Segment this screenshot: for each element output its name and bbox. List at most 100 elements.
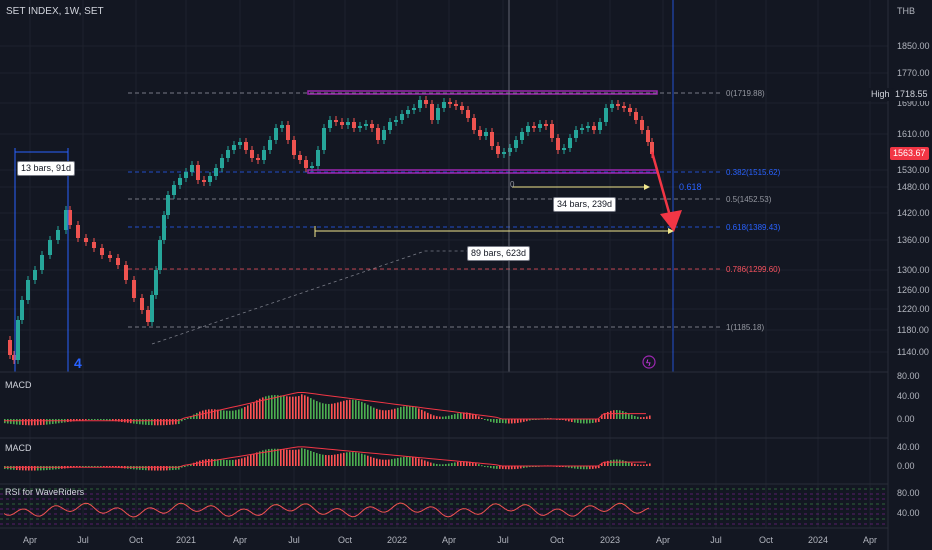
macd-pane-2[interactable] (4, 446, 651, 471)
macd-bar (478, 464, 480, 466)
macd-bar (31, 466, 33, 471)
macd-bar (511, 466, 513, 470)
down-arrow[interactable] (650, 151, 672, 217)
macd-bar (325, 455, 327, 466)
high-value: 1718.55 (892, 88, 931, 101)
macd-bar (592, 466, 594, 469)
bars-34-label: 34 bars, 239d (553, 197, 617, 212)
macd-bar (196, 412, 198, 419)
macd-bar (262, 397, 264, 419)
macd-bar (493, 466, 495, 469)
macd-bar (85, 419, 87, 421)
macd-bar (88, 466, 90, 467)
candle-body (604, 108, 608, 122)
top-range-box[interactable] (307, 90, 658, 95)
macd-bar (586, 466, 588, 470)
macd-bar (166, 419, 168, 426)
macd-bar (427, 461, 429, 466)
macd-bar (445, 464, 447, 466)
candle-body (454, 104, 458, 106)
macd-bar (382, 459, 384, 466)
candle-body (226, 150, 230, 158)
macd-bar (583, 466, 585, 470)
currency-label: THB (897, 6, 915, 16)
fibonacci-retracement[interactable]: 0(1719.88) 0.382(1515.62) 0.5(1452.53) 0.61… (128, 89, 781, 332)
rsi-line (3, 502, 650, 518)
macd-bar (469, 412, 471, 419)
price-tick: 1530.00 (897, 165, 930, 175)
macd-bar (319, 402, 321, 419)
time-tick: Apr (656, 535, 670, 545)
macd-bar (46, 466, 48, 471)
macd-bar (349, 399, 351, 419)
macd-bar (523, 466, 525, 469)
lightning-event-icon[interactable] (642, 355, 656, 369)
candle-body (424, 100, 428, 104)
macd-bar (619, 410, 621, 419)
candle-body (304, 160, 308, 168)
macd-bar (295, 449, 297, 466)
macd-bar (520, 419, 522, 423)
price-tick: 1420.00 (897, 208, 930, 218)
macd-bar (169, 419, 171, 425)
macd-bar (220, 459, 222, 466)
drawings-layer[interactable]: ϟ 4 0 (14, 0, 720, 372)
candle-body (400, 114, 404, 120)
time-tick: 2024 (808, 535, 828, 545)
macd-bar (235, 459, 237, 466)
macd-pane-1[interactable] (4, 391, 651, 426)
time-tick: Apr (233, 535, 247, 545)
macd-bar (340, 401, 342, 419)
macd-bar (349, 452, 351, 466)
macd-bar (364, 454, 366, 466)
macd-bar (475, 463, 477, 466)
macd-bar (409, 406, 411, 419)
macd-bar (97, 466, 99, 467)
candle-body (448, 102, 452, 104)
macd-bar (31, 419, 33, 426)
macd-bar (307, 396, 309, 419)
macd-bar (160, 419, 162, 426)
macd-bar (337, 454, 339, 466)
candle-body (592, 126, 596, 130)
macd-bar (250, 403, 252, 419)
macd-bar (499, 419, 501, 424)
macd-bar (490, 466, 492, 469)
macd-bar (562, 419, 564, 421)
macd-bar (622, 460, 624, 466)
fib-level-label: 1(1185.18) (726, 323, 764, 332)
macd2-title[interactable]: MACD (5, 443, 32, 453)
fib-level-label: 0(1719.88) (726, 89, 765, 98)
candle-body (116, 258, 120, 265)
macd-bar (145, 419, 147, 425)
macd-bar (235, 410, 237, 419)
rsi-title[interactable]: RSI for WaveRiders (5, 487, 85, 497)
macd1-title[interactable]: MACD (5, 380, 32, 390)
time-tick: Jul (497, 535, 509, 545)
candle-body (48, 240, 52, 255)
candle-body (508, 148, 512, 152)
macd-bar (139, 466, 141, 470)
macd-bar (343, 400, 345, 419)
candle-body (598, 122, 602, 130)
macd-bar (280, 395, 282, 419)
macd-bar (361, 453, 363, 466)
macd-bar (256, 452, 258, 466)
candle-body (8, 340, 12, 355)
candle-body (132, 280, 136, 298)
rsi-pane[interactable] (0, 488, 888, 525)
bottom-range-box[interactable] (307, 169, 658, 174)
price-axis[interactable]: 1850.00 1770.00 1690.00 1610.00 1530.00 1480.… (897, 41, 930, 357)
macd-bar (190, 463, 192, 466)
macd-bar (358, 452, 360, 466)
macd-bar (40, 466, 42, 471)
macd-bar (55, 419, 57, 424)
macd-bar (181, 466, 183, 468)
macd-bar (97, 419, 99, 420)
macd-bar (100, 419, 102, 421)
candle-body (628, 108, 632, 112)
macd-bar (622, 411, 624, 419)
macd-bar (577, 466, 579, 469)
time-axis[interactable]: Apr Jul Oct 2021 Apr Jul Oct 2022 Apr Jul Oct 2023 A… (23, 535, 877, 545)
